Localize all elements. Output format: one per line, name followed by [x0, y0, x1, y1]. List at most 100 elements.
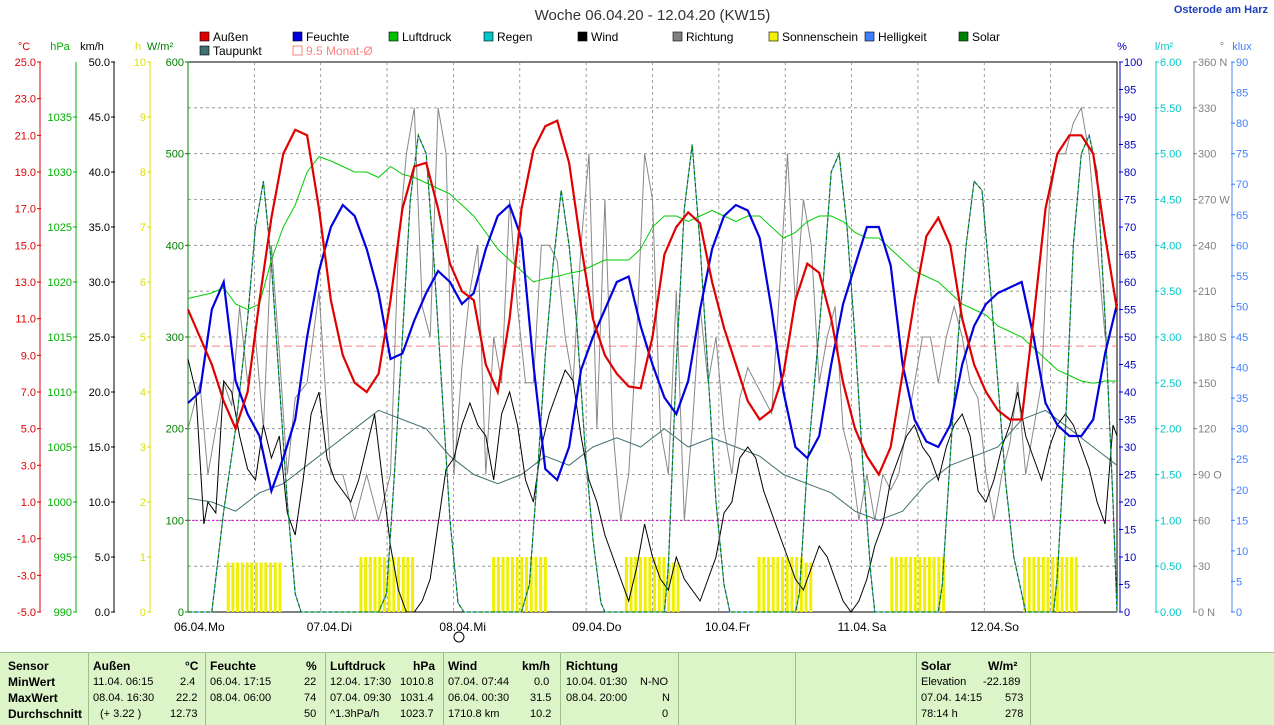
sunshine-bar: [781, 557, 785, 612]
sunshine-bar: [795, 557, 799, 612]
legend-swatch: [958, 31, 969, 42]
axis-tick-rain: 2.00: [1160, 424, 1181, 436]
legend-label: Außen: [213, 30, 248, 44]
col-aussen-unit: °C: [185, 659, 199, 673]
axis-tick-direction: 180 S: [1198, 332, 1227, 344]
axis-unit-sun: h: [135, 41, 141, 53]
axis-tick-rain: 3.00: [1160, 332, 1181, 344]
x-day-label: Di: [341, 620, 352, 634]
sunshine-bar: [913, 557, 917, 612]
axis-tick-sun: 4: [140, 387, 146, 399]
axis-tick-lux: 15: [1236, 515, 1248, 527]
sunshine-bar: [932, 557, 936, 612]
sunshine-bar: [492, 557, 496, 612]
axis-unit-solar: W/m²: [147, 41, 174, 53]
sunshine-bar: [676, 562, 680, 612]
axis-tick-lux: 25: [1236, 454, 1248, 466]
min-druck-time: 12.04. 17:30: [330, 676, 392, 688]
axis-tick-humidity: 30: [1124, 442, 1136, 454]
axis-tick-rain: 4.50: [1160, 195, 1181, 207]
axis-tick-direction: 120: [1198, 424, 1216, 436]
axis-tick-lux: 50: [1236, 301, 1248, 313]
sunshine-bar: [401, 557, 405, 612]
axis-tick-temp: 11.0: [15, 314, 36, 326]
max-feuchte-val: 74: [304, 692, 317, 704]
sunshine-bar: [657, 557, 661, 612]
max-richtung-val: N: [662, 692, 670, 704]
axis-tick-sun: 8: [140, 167, 146, 179]
axis-tick-direction: 30: [1198, 561, 1210, 573]
sunshine-bar: [1055, 557, 1059, 612]
legend-swatch: [388, 31, 399, 42]
sunshine-bar: [525, 557, 529, 612]
axis-tick-rain: 4.00: [1160, 240, 1181, 252]
x-day-label: Mo: [208, 620, 225, 634]
sunshine-bar: [899, 557, 903, 612]
axis-tick-lux: 85: [1236, 88, 1248, 100]
solar-max-time: 07.04. 14:15: [921, 692, 983, 704]
axis-tick-lux: 60: [1236, 240, 1248, 252]
sunshine-bar: [1051, 557, 1055, 612]
sunshine-bar: [534, 557, 538, 612]
axis-tick-wind: 0.0: [95, 607, 110, 619]
sunshine-bar: [937, 557, 941, 612]
sunshine-bar: [529, 557, 533, 612]
sunshine-bar: [1037, 557, 1041, 612]
axis-tick-solar: 300: [166, 332, 184, 344]
sunshine-bar: [382, 557, 386, 612]
avg-aussen-val: 12.73: [170, 708, 198, 720]
col-druck: Luftdruck: [330, 659, 386, 673]
axis-tick-lux: 5: [1236, 576, 1242, 588]
axis-unit-direction: °: [1220, 41, 1224, 53]
pressure-line: [187, 156, 1117, 384]
sunshine-bar: [653, 557, 657, 612]
axis-tick-humidity: 0: [1124, 607, 1130, 619]
axis-tick-wind: 5.0: [95, 552, 110, 564]
x-day-label: Sa: [872, 620, 887, 634]
axis-tick-lux: 70: [1236, 179, 1248, 191]
min-wind-time: 07.04. 07:44: [448, 676, 510, 688]
x-day-label: So: [1004, 620, 1019, 634]
col-sensor: Sensor: [8, 659, 49, 673]
sunshine-bar: [941, 557, 945, 612]
min-druck-val: 1010.8: [400, 676, 434, 688]
sunshine-bar: [269, 562, 273, 612]
max-wind-val: 31.5: [530, 692, 552, 704]
axis-tick-wind: 40.0: [89, 167, 110, 179]
sunshine-bar: [927, 557, 931, 612]
legend-label: Wind: [591, 30, 618, 44]
axis-tick-temp: 13.0: [15, 277, 36, 289]
avg-aussen-time: (+ 3.22 ): [100, 708, 142, 720]
col-richtung: Richtung: [566, 659, 618, 673]
humidity-line: [187, 203, 1119, 495]
axis-tick-humidity: 10: [1124, 552, 1136, 564]
axis-tick-temp: 17.0: [15, 204, 36, 216]
sunshine-bar: [368, 557, 372, 612]
axis-tick-lux: 10: [1236, 546, 1248, 558]
x-day-label: Mi: [473, 620, 486, 634]
sunshine-bar: [1041, 557, 1045, 612]
axis-tick-wind: 10.0: [89, 497, 110, 509]
sunshine-bar: [264, 562, 268, 612]
axis-tick-pressure: 1005: [48, 442, 72, 454]
sunshine-bar: [923, 557, 927, 612]
sunshine-bar: [643, 557, 647, 612]
axis-tick-sun: 0: [140, 607, 146, 619]
axis-tick-humidity: 100: [1124, 57, 1142, 69]
row-avg-label: Durchschnitt: [8, 707, 83, 721]
axis-tick-lux: 35: [1236, 393, 1248, 405]
axis-tick-rain: 5.00: [1160, 149, 1181, 161]
legend-swatch: [292, 31, 303, 42]
axis-tick-temp: 15.0: [15, 240, 36, 252]
solar-elevation-val: -22.189: [983, 676, 1021, 688]
x-date-label: 07.04.: [307, 620, 340, 634]
max-aussen-val: 22.2: [176, 692, 198, 704]
axis-tick-sun: 9: [140, 112, 146, 124]
min-aussen-val: 2.4: [180, 676, 196, 688]
weather-chart: Woche 06.04.20 - 12.04.20 (KW15) Außen Feu…: [15, 7, 1252, 643]
axis-tick-wind: 50.0: [89, 57, 110, 69]
axis-tick-direction: 210: [1198, 286, 1216, 298]
axis-tick-humidity: 70: [1124, 222, 1136, 234]
sunshine-bar: [392, 557, 396, 612]
axis-tick-temp: -3.0: [17, 570, 36, 582]
